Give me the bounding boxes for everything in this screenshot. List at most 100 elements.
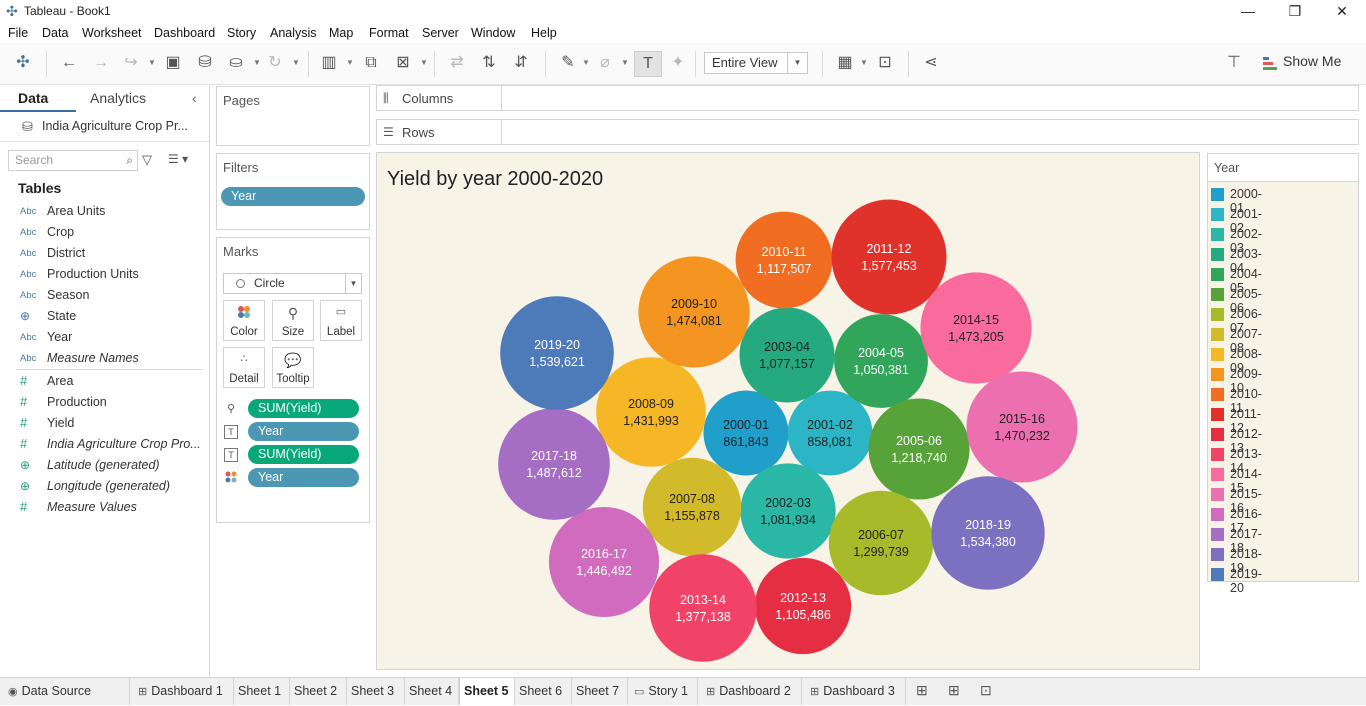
size-button[interactable]: ⚲ Size (272, 300, 314, 341)
tab-dashboard-2[interactable]: ⊞ Dashboard 2 (698, 678, 802, 705)
chevron-down-icon[interactable]: ▼ (582, 58, 590, 67)
filter-pill-year[interactable]: Year (221, 187, 365, 206)
field-yield[interactable]: # Yield (0, 414, 209, 435)
minimize-button[interactable]: — (1241, 3, 1255, 19)
field-measure-names[interactable]: Abc Measure Names (0, 349, 209, 370)
bubble-2016-17[interactable]: 2016-17 1,446,492 (548, 506, 660, 618)
chevron-down-icon[interactable]: ▼ (148, 58, 156, 67)
refresh-icon[interactable]: ↻ (268, 54, 282, 71)
bubble-mark[interactable] (831, 199, 947, 315)
menu-dashboard[interactable]: Dashboard (154, 26, 216, 40)
bubble-mark[interactable] (649, 554, 757, 662)
color-legend[interactable]: Year 2000-01 2001-02 2002-03 2003-04 2004-05… (1207, 153, 1359, 595)
filter-icon[interactable]: ▽ (142, 152, 152, 167)
menu-worksheet[interactable]: Worksheet (82, 26, 142, 40)
tab-dashboard-3[interactable]: ⊞ Dashboard 3 (802, 678, 906, 705)
field-state[interactable]: ⊕ State (0, 307, 209, 328)
new-worksheet-icon[interactable]: ▥ (321, 54, 337, 71)
bubble-mark[interactable] (500, 296, 614, 410)
save-icon[interactable]: ▣ (165, 54, 181, 71)
chevron-down-icon[interactable]: ▼ (292, 58, 300, 67)
swap-rows-columns-icon[interactable]: ⇄ (450, 54, 464, 71)
close-button[interactable]: ✕ (1336, 3, 1348, 19)
marks-pill-year[interactable]: Year (248, 422, 359, 441)
bubble-2005-06[interactable]: 2005-06 1,218,740 (868, 398, 970, 500)
bubble-2014-15[interactable]: 2014-15 1,473,205 (920, 272, 1032, 384)
tab-sheet-2[interactable]: Sheet 2 (290, 678, 347, 705)
collapse-pane-icon[interactable]: ‹ (192, 90, 197, 106)
tab-analytics[interactable]: Analytics (90, 90, 147, 106)
bubble-mark[interactable] (703, 390, 789, 476)
field-area-units[interactable]: Abc Area Units (0, 202, 209, 223)
show-mark-labels-icon[interactable]: T (634, 51, 662, 77)
tab-sheet-4[interactable]: Sheet 4 (405, 678, 459, 705)
bubble-2012-13[interactable]: 2012-13 1,105,486 (754, 557, 852, 655)
bubble-2019-20[interactable]: 2019-20 1,539,621 (500, 296, 614, 410)
chevron-down-icon[interactable]: ▼ (420, 58, 428, 67)
detail-button[interactable]: ∴ Detail (223, 347, 265, 388)
bubble-mark[interactable] (754, 557, 852, 655)
tab-sheet-6[interactable]: Sheet 6 (515, 678, 572, 705)
bubble-mark[interactable] (966, 371, 1078, 483)
mark-type-dropdown[interactable]: Circle ▼ (223, 273, 362, 294)
bubble-2007-08[interactable]: 2007-08 1,155,878 (642, 457, 742, 557)
marks-pill-sum-yield[interactable]: SUM(Yield) (248, 445, 359, 464)
field-record-count[interactable]: # India Agriculture Crop Pro... (0, 435, 209, 456)
bubble-mark[interactable] (787, 390, 873, 476)
bubble-2002-03[interactable]: 2002-03 1,081,934 (740, 463, 836, 559)
bubble-2013-14[interactable]: 2013-14 1,377,138 (649, 554, 757, 662)
bubble-2009-10[interactable]: 2009-10 1,474,081 (638, 256, 750, 368)
show-cards-icon[interactable]: ▦ (837, 54, 853, 71)
view-options-icon[interactable]: ☰ ▾ (168, 152, 189, 166)
presentation-mode-icon[interactable]: ⊡ (878, 54, 892, 71)
bubble-mark[interactable] (638, 256, 750, 368)
marks-pill-year[interactable]: Year (248, 468, 359, 487)
filters-card[interactable]: Filters Year (216, 153, 370, 230)
format-painter-icon[interactable]: ⊤ (1227, 54, 1241, 71)
rows-shelf[interactable]: ☰ Rows (376, 119, 1359, 145)
fix-axes-icon[interactable]: ✦ (671, 54, 685, 71)
chevron-down-icon[interactable]: ▼ (621, 58, 629, 67)
tab-sheet-5[interactable]: Sheet 5 (459, 678, 515, 705)
field-production-units[interactable]: Abc Production Units (0, 265, 209, 286)
bubble-mark[interactable] (868, 398, 970, 500)
tab-data-source[interactable]: ◉ Data Source (0, 678, 130, 705)
tab-story-1[interactable]: ▭ Story 1 (628, 678, 698, 705)
clear-sheet-icon[interactable]: ⊠ (396, 54, 410, 71)
field-crop[interactable]: Abc Crop (0, 223, 209, 244)
field-season[interactable]: Abc Season (0, 286, 209, 307)
bubble-mark[interactable] (548, 506, 660, 618)
chevron-down-icon[interactable]: ▼ (860, 58, 868, 67)
bubble-mark[interactable] (642, 457, 742, 557)
bubble-mark[interactable] (739, 307, 835, 403)
datasource-row[interactable]: ⛁ India Agriculture Crop Pr... (0, 116, 209, 142)
bubble-mark[interactable] (596, 357, 706, 467)
menu-story[interactable]: Story (227, 26, 257, 40)
label-button[interactable]: ▭ Label (320, 300, 362, 341)
group-members-icon[interactable]: ⌀ (600, 54, 610, 71)
bubble-2003-04[interactable]: 2003-04 1,077,157 (739, 307, 835, 403)
bubble-mark[interactable] (735, 211, 833, 309)
pages-card[interactable]: Pages (216, 86, 370, 146)
bubble-2018-19[interactable]: 2018-19 1,534,380 (931, 476, 1045, 590)
show-me-button[interactable]: Show Me (1283, 53, 1342, 69)
tableau-home-icon[interactable]: ✣ (16, 54, 30, 71)
search-input[interactable]: Search ⌕ (8, 150, 138, 171)
bubble-2004-05[interactable]: 2004-05 1,050,381 (834, 314, 928, 408)
bubble-2006-07[interactable]: 2006-07 1,299,739 (828, 490, 934, 596)
menu-help[interactable]: Help (531, 26, 557, 40)
bubble-2015-16[interactable]: 2015-16 1,470,232 (966, 371, 1078, 483)
chevron-down-icon[interactable]: ▼ (253, 58, 261, 67)
bubble-mark[interactable] (920, 272, 1032, 384)
bubble-2017-18[interactable]: 2017-18 1,487,612 (498, 408, 610, 520)
bubble-2000-01[interactable]: 2000-01 861,843 (703, 390, 789, 476)
bubble-2008-09[interactable]: 2008-09 1,431,993 (596, 357, 706, 467)
bubble-mark[interactable] (740, 463, 836, 559)
field-longitude[interactable]: ⊕ Longitude (generated) (0, 477, 209, 498)
share-icon[interactable]: ⋖ (924, 54, 938, 71)
menu-format[interactable]: Format (369, 26, 409, 40)
tooltip-button[interactable]: 💬 Tooltip (272, 347, 314, 388)
new-datasource-icon[interactable]: ⛁ (198, 54, 212, 71)
show-me-icon[interactable] (1262, 55, 1278, 71)
viz-canvas[interactable]: Yield by year 2000-2020 2000-01 861,843 20… (376, 152, 1200, 670)
